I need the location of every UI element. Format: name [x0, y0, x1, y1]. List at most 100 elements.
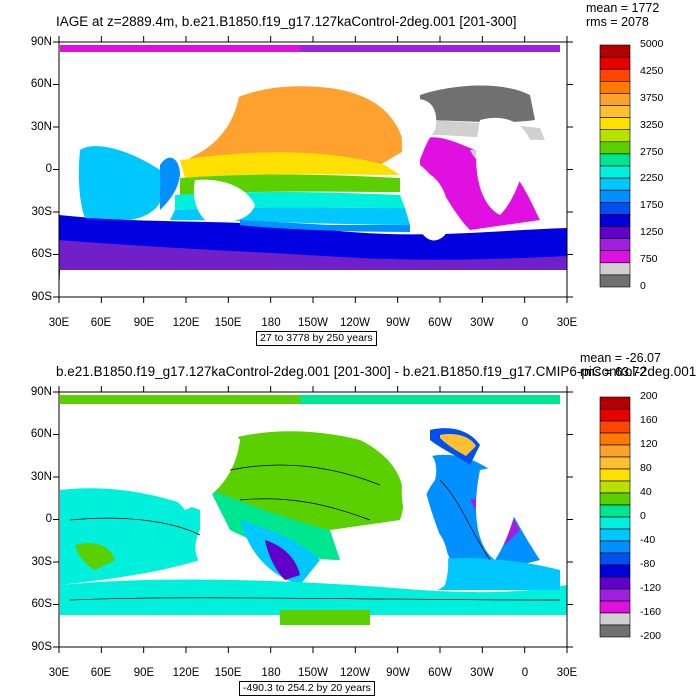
lat-label: 60N [30, 78, 52, 90]
lon-label: 150W [297, 667, 329, 679]
colorbar-swatch [599, 141, 631, 155]
colorbar-swatch [599, 516, 631, 530]
colorbar-label: -200 [640, 630, 662, 642]
colorbar-swatch [599, 444, 631, 458]
colorbar-swatch [599, 56, 631, 70]
lat-label: 90N [30, 386, 52, 398]
colorbar-label: 200 [640, 390, 658, 402]
colorbar-swatch [599, 238, 631, 252]
top-panel-title: IAGE at z=2889.4m, b.e21.B1850.f19_g17.1… [56, 14, 517, 29]
colorbar-swatch [599, 226, 631, 239]
colorbar-label: -40 [640, 534, 656, 546]
colorbar-label: 5000 [640, 38, 664, 50]
top-map-pacific-orange [190, 86, 405, 165]
lon-label: 60E [90, 667, 112, 679]
colorbar-swatch [599, 93, 631, 106]
lon-label: 120W [339, 667, 371, 679]
lon-label: 150E [214, 667, 242, 679]
colorbar-swatch [599, 153, 631, 167]
lon-label: 150E [214, 317, 242, 329]
bottom-colorbar [599, 396, 631, 638]
colorbar-swatch [599, 552, 631, 566]
colorbar-swatch [599, 165, 631, 179]
colorbar-label: 4250 [640, 64, 664, 77]
colorbar-swatch [599, 480, 631, 494]
top-colorbar [599, 44, 631, 288]
lon-label: 150W [297, 317, 329, 329]
lon-label: 60W [428, 667, 452, 679]
lon-label: 30E [556, 317, 578, 329]
lon-label: 0 [521, 667, 529, 679]
lon-label: 180 [261, 317, 281, 329]
colorbar-label: -80 [640, 558, 656, 570]
colorbar-swatch [599, 202, 631, 215]
colorbar-label: 40 [640, 486, 652, 498]
colorbar-label: 160 [640, 414, 658, 426]
colorbar-swatch [599, 624, 631, 638]
top-map [59, 42, 567, 297]
lon-label: 120E [172, 667, 200, 679]
lon-label: 30E [48, 317, 70, 329]
colorbar-swatch [599, 177, 631, 191]
colorbar-label: -160 [640, 606, 662, 618]
colorbar-swatch [599, 420, 631, 434]
top-range-box: 27 to 3778 by 250 years [256, 331, 377, 346]
colorbar-swatch [599, 274, 631, 288]
lon-label: 30W [470, 667, 494, 679]
lon-label: 0 [521, 317, 529, 329]
colorbar-swatch [599, 408, 631, 422]
colorbar-swatch [599, 576, 631, 590]
colorbar-swatch [599, 468, 631, 482]
bottom-map [59, 392, 567, 647]
lat-label: 90S [31, 641, 52, 653]
top-panel-mean: mean = 1772 [586, 1, 660, 15]
top-panel-rms: rms = 2078 [586, 15, 649, 29]
colorbar-label: 80 [640, 462, 652, 474]
lon-label: 180 [261, 667, 281, 679]
lat-label: 90N [30, 36, 52, 48]
lon-label: 120E [172, 317, 200, 329]
lat-label: 60N [30, 428, 52, 440]
bottom-panel-mean: mean = -26.07 [580, 351, 661, 365]
lat-label: 30S [31, 556, 52, 568]
colorbar-label: 120 [640, 438, 658, 450]
top-map-indian-ocean [78, 146, 164, 220]
colorbar-swatch [599, 117, 631, 130]
lon-label: 30W [470, 317, 494, 329]
lat-label: 30N [30, 471, 52, 483]
colorbar-swatch [599, 540, 631, 554]
colorbar-swatch [599, 456, 631, 470]
colorbar-swatch [599, 214, 631, 227]
lon-label: 60W [428, 317, 452, 329]
colorbar-swatch [599, 588, 631, 602]
lat-label: 30S [31, 206, 52, 218]
bottom-panel-rms: rms = 63.72 [580, 365, 647, 379]
lat-label: 0 [45, 163, 52, 175]
colorbar-swatch [599, 612, 631, 626]
lat-label: 90S [31, 291, 52, 303]
lon-label: 90W [386, 317, 410, 329]
colorbar-label: 1750 [640, 199, 664, 212]
lon-label: 30E [556, 667, 578, 679]
colorbar-swatch [599, 44, 631, 58]
colorbar-swatch [599, 105, 631, 118]
colorbar-swatch [599, 432, 631, 446]
lon-label: 120W [339, 317, 371, 329]
lat-label: 60S [31, 248, 52, 260]
colorbar-swatch [599, 81, 631, 94]
axis-ticks [53, 36, 573, 653]
colorbar-swatch [599, 564, 631, 578]
colorbar-label: 0 [640, 280, 646, 292]
colorbar-label: 2750 [640, 145, 664, 158]
colorbar-swatch [599, 129, 631, 143]
lat-label: 30N [30, 121, 52, 133]
colorbar-swatch [599, 492, 631, 506]
colorbar-swatch [599, 189, 631, 203]
colorbar-swatch [599, 262, 631, 276]
colorbar-label: 3750 [640, 91, 664, 104]
colorbar-label: 750 [640, 253, 658, 266]
lat-label: 60S [31, 598, 52, 610]
colorbar-swatch [599, 528, 631, 542]
colorbar-swatch [599, 600, 631, 614]
colorbar-label: 3250 [640, 118, 664, 131]
